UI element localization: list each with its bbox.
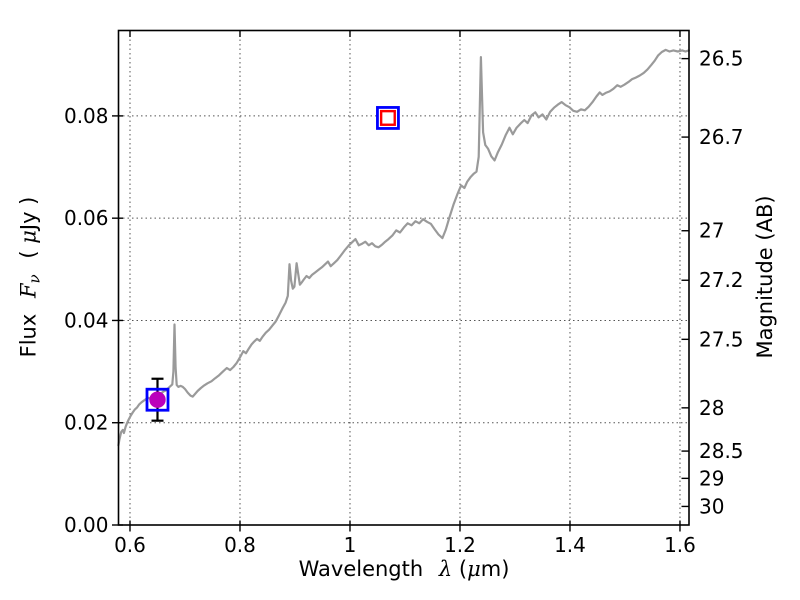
observed-point-circle-marker <box>149 391 166 408</box>
magnitude-tick-label: 26.5 <box>699 47 744 71</box>
magnitude-tick-label: 28.5 <box>699 439 744 463</box>
magnitude-tick-label: 27 <box>699 219 724 243</box>
x-tick-label: 0.8 <box>224 533 256 557</box>
axes-spines <box>117 29 690 526</box>
model-point-outer-square-marker <box>376 106 400 130</box>
magnitude-tick-label: 26.7 <box>699 125 744 149</box>
flux-symbol: F <box>16 283 41 299</box>
flux-symbol-subscript: ν <box>25 274 44 284</box>
x-tick-label: 1.2 <box>444 533 476 557</box>
flux-tick-label: 0.02 <box>64 411 109 435</box>
x-axis-label: Wavelength λ (μm) <box>299 557 510 581</box>
magnitude-tick-label: 27.5 <box>699 327 744 351</box>
y-axis-label-left: Flux Fν ( μJy ) <box>17 197 44 358</box>
flux-unit-mu: μ <box>16 230 41 244</box>
flux-unit-open: ( <box>16 250 41 259</box>
model-spectrum-line <box>117 48 690 447</box>
x-tick-label: 1.4 <box>554 533 586 557</box>
magnitude-tick-label: 30 <box>699 494 724 518</box>
magnitude-tick-label: 29 <box>699 466 724 490</box>
flux-tick-label: 0.06 <box>64 206 109 230</box>
model-point-inner-square-marker <box>379 109 396 126</box>
x-axis-unit-end: m) <box>480 557 510 581</box>
x-tick-label: 0.6 <box>114 533 146 557</box>
observed-point-square-marker <box>145 387 170 412</box>
magnitude-tick-label: 27.2 <box>699 268 744 292</box>
x-tick-label: 1 <box>344 533 357 557</box>
flux-tick-label: 0.00 <box>64 513 109 537</box>
x-tick-label: 1.6 <box>664 533 696 557</box>
flux-unit-end: Jy ) <box>16 196 41 231</box>
lambda-symbol: λ <box>438 557 453 581</box>
flux-label-text: Flux <box>16 313 41 358</box>
flux-tick-label: 0.04 <box>64 308 109 332</box>
x-axis-label-text: Wavelength <box>298 557 424 581</box>
flux-tick-label: 0.08 <box>64 104 109 128</box>
mu-symbol: μ <box>467 557 481 581</box>
x-axis-unit-open: ( <box>458 557 468 581</box>
y-axis-label-right: Magnitude (AB) <box>753 195 777 359</box>
magnitude-tick-label: 28 <box>699 396 724 420</box>
